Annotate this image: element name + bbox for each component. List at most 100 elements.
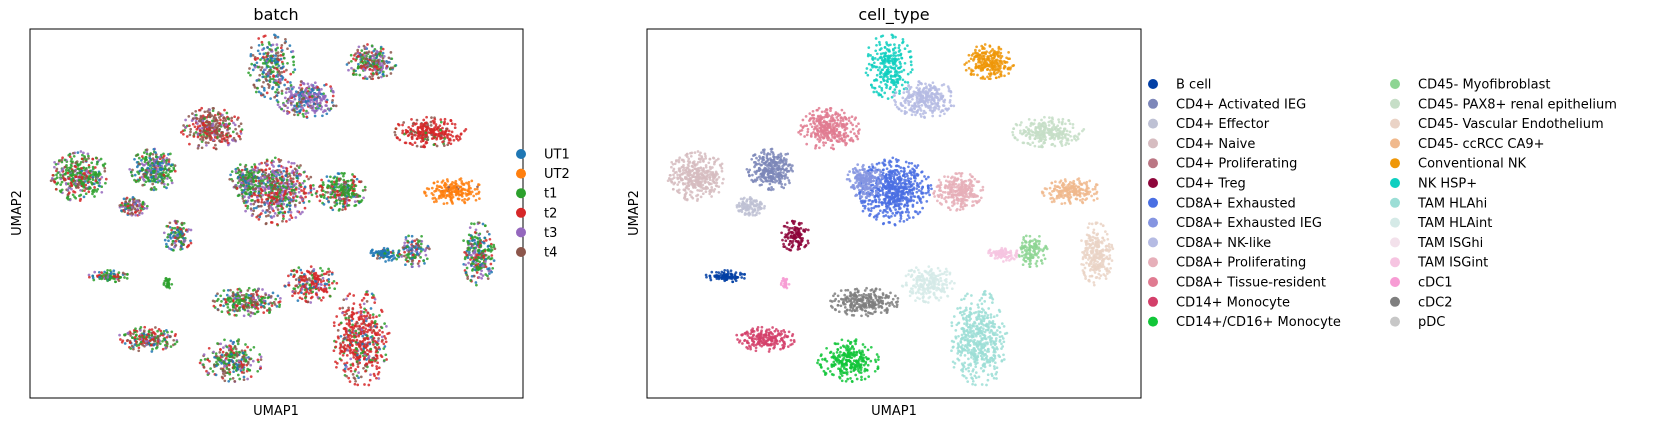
data-point	[169, 345, 173, 348]
data-point	[281, 53, 285, 57]
data-point	[247, 71, 250, 75]
data-point	[198, 124, 202, 128]
data-point	[143, 163, 146, 167]
data-point	[478, 260, 482, 264]
data-point	[206, 123, 210, 127]
data-point	[422, 118, 426, 122]
data-point	[300, 198, 304, 201]
data-point	[216, 308, 220, 312]
data-point	[469, 186, 472, 190]
data-point	[313, 93, 317, 96]
data-point	[259, 358, 263, 361]
data-point	[296, 210, 299, 213]
data-point	[285, 186, 288, 190]
data-point	[125, 277, 129, 280]
data-point	[404, 258, 408, 262]
data-point	[269, 56, 273, 60]
data-point	[312, 268, 316, 271]
data-point	[88, 177, 92, 181]
data-point	[258, 353, 262, 356]
data-point	[280, 107, 284, 111]
data-point	[66, 169, 70, 172]
data-point	[273, 212, 277, 215]
data-point	[252, 292, 255, 296]
data-point	[197, 143, 201, 147]
data-point	[413, 256, 417, 260]
data-point	[464, 271, 468, 275]
data-point	[412, 129, 415, 132]
data-point	[214, 143, 217, 147]
data-point	[410, 262, 413, 266]
data-point	[365, 57, 368, 61]
data-point	[459, 189, 463, 192]
data-point	[363, 185, 367, 189]
data-point	[233, 185, 237, 189]
data-point	[421, 248, 425, 251]
data-point	[348, 198, 351, 202]
data-point	[92, 190, 96, 194]
data-point	[404, 263, 407, 267]
data-point	[366, 43, 369, 46]
data-point	[473, 235, 477, 239]
data-point	[265, 309, 269, 312]
data-point	[72, 154, 76, 158]
data-point	[128, 167, 132, 171]
data-point	[262, 86, 266, 90]
data-point	[304, 100, 308, 104]
data-point	[440, 181, 444, 184]
data-point	[349, 179, 353, 182]
data-point	[151, 157, 155, 160]
data-point	[268, 48, 272, 51]
data-point	[411, 122, 415, 126]
data-point	[56, 171, 60, 175]
data-point	[167, 279, 170, 283]
data-point	[381, 51, 385, 55]
data-point	[235, 314, 238, 317]
data-point	[224, 300, 228, 304]
data-point	[153, 335, 157, 339]
data-point	[304, 87, 308, 91]
data-point	[450, 190, 454, 194]
data-point	[214, 130, 218, 133]
data-point	[268, 311, 271, 315]
data-point	[380, 68, 384, 71]
data-point	[198, 119, 201, 123]
data-point	[331, 191, 335, 194]
data-point	[134, 340, 138, 343]
data-point	[385, 60, 388, 63]
data-point	[238, 306, 241, 309]
data-point	[78, 175, 81, 179]
data-point	[317, 88, 321, 92]
data-point	[441, 190, 445, 194]
data-point	[379, 47, 383, 50]
data-point	[289, 101, 293, 105]
data-point	[419, 256, 422, 259]
data-point	[95, 162, 99, 166]
data-point	[338, 178, 342, 181]
data-point	[162, 171, 165, 174]
data-point	[280, 92, 284, 95]
data-point	[463, 129, 466, 133]
data-point	[322, 279, 325, 283]
data-point	[142, 206, 146, 210]
data-point	[156, 170, 160, 174]
data-point	[465, 181, 468, 185]
data-point	[93, 195, 96, 198]
data-point	[470, 179, 474, 183]
data-point	[409, 142, 412, 145]
data-point	[439, 118, 443, 121]
data-point	[432, 181, 436, 185]
data-point	[309, 106, 312, 109]
data-point	[278, 303, 282, 307]
data-point	[425, 187, 429, 190]
data-point	[104, 181, 107, 185]
data-point	[441, 136, 444, 140]
data-point	[260, 85, 264, 88]
data-point	[442, 144, 446, 147]
data-point	[256, 171, 260, 175]
data-point	[251, 68, 255, 72]
data-point	[276, 179, 280, 183]
data-point	[361, 61, 365, 65]
data-point	[88, 169, 92, 173]
data-point	[60, 158, 64, 162]
